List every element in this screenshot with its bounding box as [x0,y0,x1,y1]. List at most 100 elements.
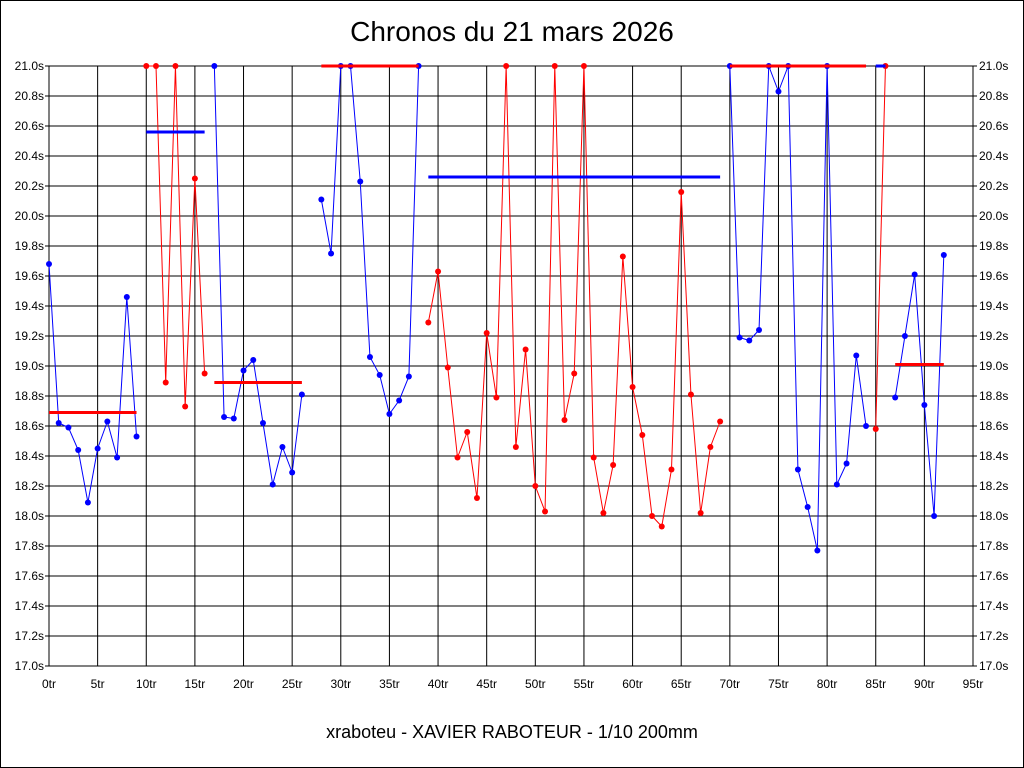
plot-area [48,65,974,667]
y-tick-label-left: 19.0s [15,359,44,373]
lap-point [162,379,169,386]
series-line-segment-5 [729,65,867,551]
y-tick-label-left: 19.8s [15,239,44,253]
x-tick-label: 65tr [671,677,692,691]
y-tick-label-left: 20.2s [15,179,44,193]
lap-point [833,481,840,488]
lap-point [55,420,62,426]
average-layer [49,64,944,414]
lap-point [259,420,266,426]
y-tick-label-left: 18.6s [15,419,44,433]
series-line-segment-0 [48,263,138,503]
y-tick-label-left: 19.6s [15,269,44,283]
y-tick-label-left: 18.8s [15,389,44,403]
lap-point [182,403,189,410]
lap-point [230,415,237,422]
lap-point [405,373,412,380]
lap-point [911,271,918,278]
lap-point [561,417,568,423]
y-tick-label-right: 17.0s [979,659,1008,673]
y-tick-label-right: 17.4s [979,599,1008,613]
lap-point [843,460,850,467]
lap-point [746,337,753,344]
y-tick-label-left: 19.2s [15,329,44,343]
y-tick-label-right: 18.8s [979,389,1008,403]
y-tick-label-right: 20.0s [979,209,1008,223]
y-tick-label-left: 20.8s [15,89,44,103]
lap-point [794,466,801,473]
lap-point [46,261,52,267]
y-tick-label-left: 21.0s [15,59,44,73]
lap-point [697,510,704,516]
lap-point [473,495,480,501]
lap-point [75,447,82,453]
x-tick-label: 0tr [42,677,56,691]
lap-point [532,483,539,489]
lap-point [580,63,587,69]
lap-point [94,445,101,452]
y-tick-label-right: 19.2s [979,329,1008,343]
lap-point [804,504,811,510]
lap-point [872,426,879,432]
lap-point [736,334,743,341]
lap-point [386,411,393,417]
y-tick-label-left: 17.2s [15,629,44,643]
lap-point [65,424,72,431]
lap-point [454,454,461,461]
x-tick-label: 80tr [817,677,838,691]
lap-point [298,391,305,398]
x-tick-label: 10tr [136,677,157,691]
x-tick-label: 60tr [622,677,643,691]
lap-point [863,423,870,429]
lap-point [649,513,656,519]
y-tick-label-right: 17.2s [979,629,1008,643]
y-tick-label-right: 19.4s [979,299,1008,313]
y-tick-label-left: 17.8s [15,539,44,553]
x-tick-label: 25tr [282,677,303,691]
lap-point [435,268,442,275]
grid-layer [45,65,977,667]
lap-point [658,523,665,530]
y-tick-label-right: 19.6s [979,269,1008,283]
x-tick-label: 15tr [185,677,206,691]
chart-footer: xraboteu - XAVIER RABOTEUR - 1/10 200mm [326,722,698,742]
x-tick-label: 5tr [91,677,105,691]
lap-point [931,513,938,519]
y-tick-label-right: 20.4s [979,149,1008,163]
lap-point [756,327,763,333]
lap-point [318,196,325,203]
y-tick-label-right: 20.6s [979,119,1008,133]
y-tick-label-right: 20.2s [979,179,1008,193]
lap-point [610,462,617,468]
y-tick-label-right: 20.8s [979,89,1008,103]
x-tick-label: 50tr [525,677,546,691]
x-tick-label: 20tr [233,677,254,691]
lap-point [133,433,140,440]
y-tick-label-left: 18.4s [15,449,44,463]
y-tick-label-left: 17.6s [15,569,44,583]
lap-point [853,352,860,359]
y-tick-label-left: 18.2s [15,479,44,493]
lap-point [279,444,286,450]
lap-point [590,454,597,461]
lap-point [775,88,782,95]
y-tick-label-right: 18.0s [979,509,1008,523]
lap-point [629,384,636,390]
y-tick-label-right: 19.8s [979,239,1008,253]
lap-point [376,372,383,378]
y-tick-label-left: 19.4s [15,299,44,313]
lap-point [328,250,335,257]
lap-point [522,346,529,353]
lap-point [707,444,714,450]
lap-point [269,481,276,488]
lap-point [892,394,899,401]
y-tick-label-left: 17.4s [15,599,44,613]
lap-point [512,444,519,450]
lap-point [600,510,607,516]
y-tick-label-right: 17.8s [979,539,1008,553]
y-tick-label-left: 18.0s [15,509,44,523]
lap-point [444,364,451,371]
series-line-segment-3 [320,65,420,416]
lap-point [668,466,675,473]
